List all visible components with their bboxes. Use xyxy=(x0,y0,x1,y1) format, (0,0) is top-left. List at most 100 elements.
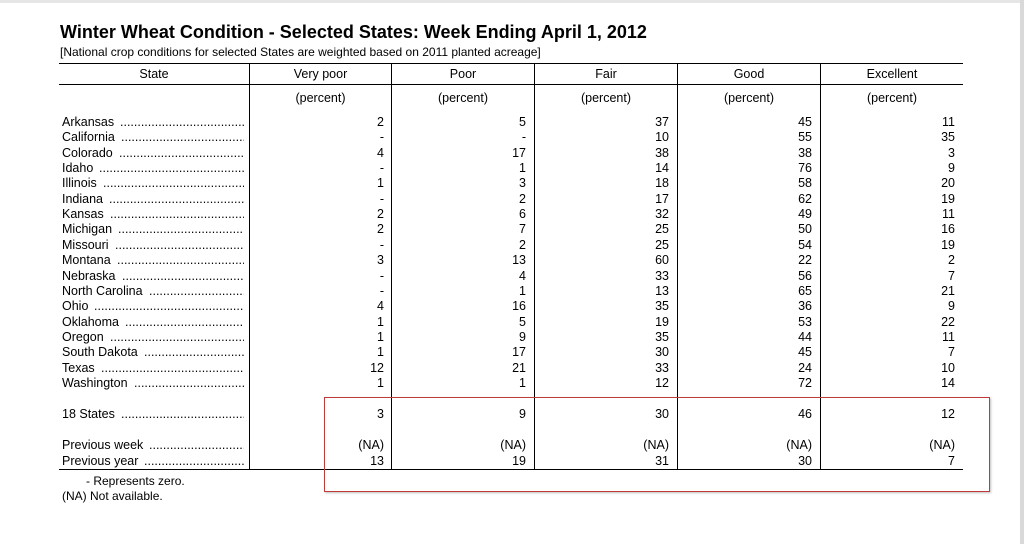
unit-label: (percent) xyxy=(866,91,918,105)
value-cell: 76 xyxy=(798,161,812,176)
state-name: Oregon xyxy=(62,329,104,344)
value-cell: 21 xyxy=(512,360,526,375)
value-cell: 7 xyxy=(519,222,526,237)
value-cell: 9 xyxy=(948,299,955,314)
state-name: Washington xyxy=(62,375,128,390)
table-row: Arkansas................................… xyxy=(0,115,1024,131)
value-cell: 7 xyxy=(948,345,955,360)
column-divider xyxy=(391,63,392,469)
value-cell: 1 xyxy=(519,375,526,390)
value-cell: - xyxy=(379,237,384,252)
state-name: Previous year xyxy=(62,454,139,468)
value-cell: 62 xyxy=(798,191,812,206)
state-name: Oklahoma xyxy=(62,314,119,329)
value-cell: 60 xyxy=(655,253,669,268)
state-name: Illinois xyxy=(62,176,97,191)
unit-label: (percent) xyxy=(437,91,489,105)
value-cell: (NA) xyxy=(786,438,812,452)
table-row: Ohio....................................… xyxy=(0,299,1024,315)
value-cell: 24 xyxy=(798,360,812,375)
column-header-very-poor: Very poor xyxy=(293,67,348,81)
value-cell: 55 xyxy=(798,130,812,145)
value-cell: 46 xyxy=(798,407,812,421)
value-cell: 30 xyxy=(655,345,669,360)
dot-leader: ........................................… xyxy=(94,299,244,314)
state-name: Nebraska xyxy=(62,268,116,283)
summary-row: 18 States...............................… xyxy=(0,407,1024,423)
value-cell: (NA) xyxy=(929,438,955,452)
table-row: Indiana.................................… xyxy=(0,192,1024,208)
value-cell: 9 xyxy=(519,329,526,344)
dot-leader: ........................................… xyxy=(122,268,244,283)
value-cell: 21 xyxy=(941,283,955,298)
value-cell: 35 xyxy=(655,299,669,314)
value-cell: 17 xyxy=(512,345,526,360)
value-cell: 7 xyxy=(948,268,955,283)
table-row: Colorado................................… xyxy=(0,146,1024,162)
value-cell: 10 xyxy=(941,360,955,375)
state-name: Montana xyxy=(62,253,111,268)
state-name: Indiana xyxy=(62,191,104,206)
value-cell: 3 xyxy=(948,145,955,160)
table-row: North Carolina..........................… xyxy=(0,284,1024,300)
value-cell: (NA) xyxy=(643,438,669,452)
table-row: Oklahoma................................… xyxy=(0,315,1024,331)
window-right-edge xyxy=(1020,0,1024,544)
window-top-edge xyxy=(0,0,1024,3)
value-cell: (NA) xyxy=(358,438,384,452)
dot-leader: ........................................… xyxy=(118,222,244,237)
value-cell: 30 xyxy=(798,454,812,468)
state-name: Ohio xyxy=(62,299,89,314)
state-name: 18 States xyxy=(62,407,115,421)
table-row: Idaho...................................… xyxy=(0,161,1024,177)
value-cell: 1 xyxy=(377,329,384,344)
value-cell: 33 xyxy=(655,360,669,375)
value-cell: 3 xyxy=(519,176,526,191)
value-cell: 17 xyxy=(512,145,526,160)
value-cell: 9 xyxy=(519,407,526,421)
value-cell: 1 xyxy=(377,345,384,360)
value-cell: 25 xyxy=(655,237,669,252)
value-cell: - xyxy=(521,130,526,145)
highlight-box xyxy=(324,397,990,492)
dot-leader: ........................................… xyxy=(134,375,244,390)
value-cell: 25 xyxy=(655,222,669,237)
value-cell: 37 xyxy=(655,115,669,129)
value-cell: 7 xyxy=(948,454,955,468)
value-cell: 2 xyxy=(377,207,384,222)
value-cell: 19 xyxy=(941,237,955,252)
dot-leader: ........................................… xyxy=(103,176,244,191)
value-cell: 16 xyxy=(512,299,526,314)
dot-leader: ........................................… xyxy=(117,253,244,268)
dot-leader: ........................................… xyxy=(144,454,244,468)
dot-leader: ........................................… xyxy=(110,207,244,222)
column-header-good: Good xyxy=(733,67,765,81)
value-cell: 13 xyxy=(512,253,526,268)
value-cell: 31 xyxy=(655,454,669,468)
value-cell: 13 xyxy=(370,454,384,468)
page-title: Winter Wheat Condition - Selected States… xyxy=(60,22,647,42)
state-name: Colorado xyxy=(62,145,113,160)
value-cell: 65 xyxy=(798,283,812,298)
table-row: Washington..............................… xyxy=(0,376,1024,392)
value-cell: 22 xyxy=(941,314,955,329)
dot-leader: ........................................… xyxy=(149,438,244,452)
dot-leader: ........................................… xyxy=(110,329,244,344)
page-subtitle: [National crop conditions for selected S… xyxy=(60,45,541,59)
value-cell: 14 xyxy=(655,161,669,176)
dot-leader: ........................................… xyxy=(149,283,244,298)
state-name: Missouri xyxy=(62,237,109,252)
value-cell: 11 xyxy=(942,115,955,129)
value-cell: 72 xyxy=(798,375,812,390)
value-cell: 32 xyxy=(655,207,669,222)
dot-leader: ........................................… xyxy=(109,191,244,206)
state-name: North Carolina xyxy=(62,283,143,298)
value-cell: 2 xyxy=(519,191,526,206)
value-cell: 9 xyxy=(948,161,955,176)
dot-leader: ........................................… xyxy=(115,237,244,252)
value-cell: 11 xyxy=(942,207,955,222)
value-cell: 11 xyxy=(942,329,955,344)
value-cell: - xyxy=(379,191,384,206)
column-header-state: State xyxy=(139,67,169,81)
column-header-poor: Poor xyxy=(449,67,477,81)
